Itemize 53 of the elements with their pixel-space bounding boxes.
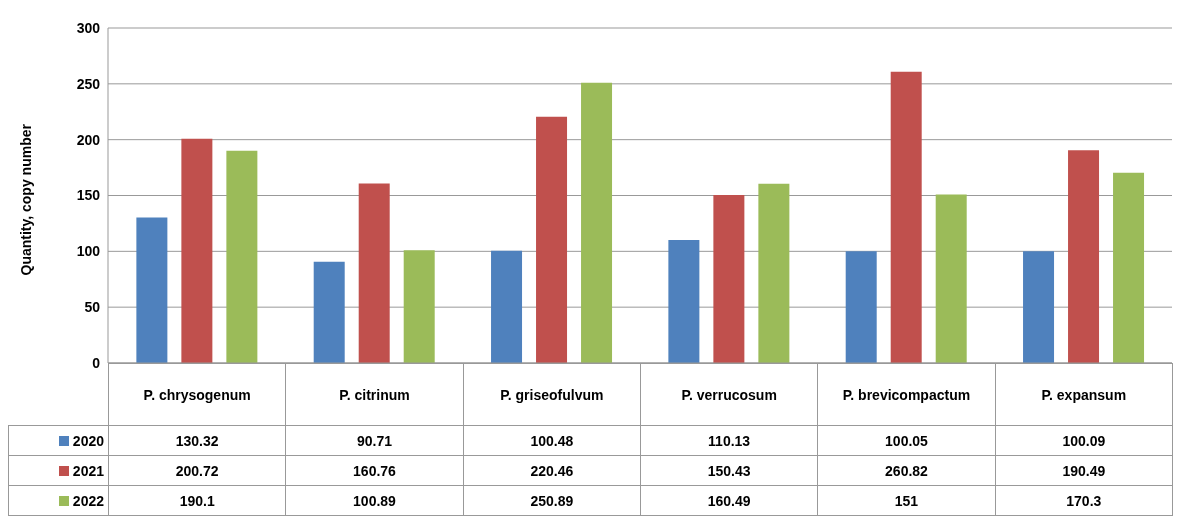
bar bbox=[890, 71, 922, 363]
bar bbox=[713, 195, 745, 363]
bar bbox=[226, 150, 258, 363]
data-label: 100.48 bbox=[463, 425, 641, 456]
legend-label: 2021 bbox=[8, 455, 109, 486]
bar bbox=[845, 251, 877, 363]
bar bbox=[403, 250, 435, 363]
data-label: 260.82 bbox=[817, 455, 996, 486]
bar bbox=[758, 183, 790, 363]
data-label: 150.43 bbox=[640, 455, 818, 486]
x-tick-label: P. expansum bbox=[995, 363, 1173, 426]
data-label: 100.09 bbox=[995, 425, 1173, 456]
data-label: 190.1 bbox=[108, 485, 286, 516]
data-label: 100.89 bbox=[285, 485, 464, 516]
data-label: 160.49 bbox=[640, 485, 818, 516]
data-label: 220.46 bbox=[463, 455, 641, 486]
y-tick-label: 100 bbox=[76, 243, 101, 260]
y-tick-label: 200 bbox=[76, 131, 101, 148]
data-label: 130.32 bbox=[108, 425, 286, 456]
bar bbox=[1023, 251, 1055, 363]
y-tick-label: 150 bbox=[76, 187, 101, 204]
data-label: 151 bbox=[817, 485, 996, 516]
x-tick-label: P. verrucosum bbox=[640, 363, 818, 426]
data-label: 250.89 bbox=[463, 485, 641, 516]
x-tick-label: P. citrinum bbox=[285, 363, 464, 426]
bar bbox=[358, 183, 390, 363]
x-tick-label: P. chrysogenum bbox=[108, 363, 286, 426]
bar bbox=[536, 116, 568, 363]
y-tick-label: 0 bbox=[92, 354, 101, 371]
bar bbox=[1113, 172, 1145, 363]
bar bbox=[935, 194, 967, 363]
bar bbox=[1068, 150, 1100, 363]
bar bbox=[181, 138, 213, 363]
bar bbox=[136, 217, 168, 363]
data-label: 170.3 bbox=[995, 485, 1173, 516]
data-label: 110.13 bbox=[640, 425, 818, 456]
y-tick-label: 50 bbox=[84, 299, 101, 316]
x-tick-label: P. griseofulvum bbox=[463, 363, 641, 426]
bar bbox=[668, 240, 700, 363]
data-label: 200.72 bbox=[108, 455, 286, 486]
y-tick-label: 300 bbox=[76, 19, 101, 36]
bar bbox=[313, 261, 345, 363]
x-tick-label: P. brevicompactum bbox=[817, 363, 996, 426]
data-label: 90.71 bbox=[285, 425, 464, 456]
y-tick-label: 250 bbox=[76, 75, 101, 92]
bar bbox=[491, 250, 523, 363]
legend-label: 2020 bbox=[8, 425, 109, 456]
data-label: 100.05 bbox=[817, 425, 996, 456]
data-label: 190.49 bbox=[995, 455, 1173, 486]
legend-label: 2022 bbox=[8, 485, 109, 516]
data-label: 160.76 bbox=[285, 455, 464, 486]
bar bbox=[581, 82, 613, 363]
y-axis-title: Quantity, copy number bbox=[17, 123, 34, 276]
